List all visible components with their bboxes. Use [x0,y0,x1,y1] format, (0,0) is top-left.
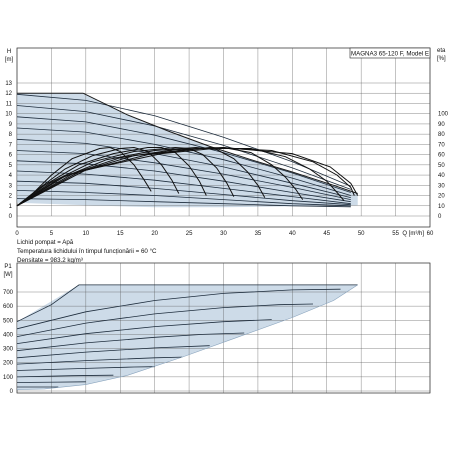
power-curve [16,356,183,365]
y-tick-label: 100 [3,375,14,381]
y2-axis-label: eta [437,48,446,54]
power-curve [16,288,341,330]
x-tick-label: 35 [255,231,262,237]
y2-tick-label: 80 [438,132,445,138]
y2-tick-label: 100 [438,112,449,118]
y-tick-label: 7 [9,142,13,148]
y2-tick-label: 10 [438,204,445,210]
power-axis-unit: [W] [4,272,13,278]
power-curve [16,319,272,344]
power-curve [16,366,155,371]
max-curve [17,92,358,194]
power-curve [16,374,114,378]
y2-tick-label: 0 [438,214,442,220]
head-chart-panel: 0 5 10 15 20 25 30 35 40 45 50 55 600123456789101112… [5,47,449,264]
efficiency-curve [16,146,304,207]
y-tick-label: 0 [10,389,14,395]
x-tick-label: 5 [50,231,54,237]
y2-tick-label: 50 [438,163,445,169]
y2-tick-label: 40 [438,173,445,179]
pump-curve [16,127,351,196]
pump-curve [16,105,351,190]
y-tick-label: 13 [5,81,12,87]
y-tick-label: 4 [9,173,13,179]
x-axis-label: Q [m³/h] [402,231,424,237]
y-tick-label: 8 [9,132,13,138]
y-tick-label: 10 [5,112,12,118]
y-tick-label: 200 [3,361,14,367]
y2-tick-label: 30 [438,183,445,189]
pump-curve [16,150,351,200]
x-tick-label: 45 [323,231,330,237]
y-tick-label: 6 [9,153,13,159]
efficiency-curve [16,146,235,207]
y2-tick-label: 90 [438,122,445,128]
power-chart-panel: 0 100 200 300 400 500 600 700 P1 [W] [3,262,431,395]
y-tick-label: 300 [3,347,14,353]
x-tick-label: 15 [117,231,124,237]
y-tick-label: 0 [9,214,13,220]
efficiency-curve [16,146,152,207]
y-tick-label: 700 [3,290,14,296]
y-tick-label: 12 [5,91,12,97]
y-tick-label: 5 [9,163,13,169]
y2-tick-label: 60 [438,153,445,159]
x-tick-label: 25 [186,231,193,237]
power-operating-area [17,284,358,391]
y-tick-label: 400 [3,332,14,338]
pump-curve [16,190,351,207]
power-axis-label: P1 [4,264,12,270]
pump-curve [16,138,351,198]
fluid-note: Densitate = 983.2 kg/m³ [17,257,83,264]
y-tick-label: 9 [9,122,13,128]
y-tick-label: 600 [3,304,14,310]
y-tick-label: 11 [6,101,13,107]
x-tick-label: 50 [358,231,365,237]
efficiency-curve [16,148,345,207]
chart-title: MAGNA3 65-120 F, Model E [351,51,429,58]
pump-curve [16,93,351,187]
power-curve [16,303,314,337]
fluid-note: Temperatura lichidului în timpul funcțio… [17,248,157,255]
pump-curve [16,198,351,208]
x-tick-label: 10 [82,231,89,237]
y-axis-label: H [7,49,11,55]
title-box [349,47,431,59]
x-tick-label: 0 [15,231,19,237]
x-tick-label: 20 [151,231,158,237]
power-curve [16,345,210,359]
y-tick-label: 3 [9,183,13,189]
pump-curve [16,160,351,203]
pump-curve [16,116,351,193]
pump-curve [16,180,351,206]
y2-tick-label: 20 [438,194,445,200]
y-tick-label: 1 [9,204,13,210]
y-tick-label: 500 [3,318,14,324]
y-tick-label: 2 [9,194,13,200]
x-tick-label: 30 [220,231,227,237]
efficiency-curve [16,146,180,207]
y2-axis-unit: [%] [437,56,446,62]
efficiency-curve [16,147,207,207]
power-curve [16,332,245,352]
x-tick-label: 60 [427,231,434,237]
y2-tick-label: 70 [438,142,445,148]
efficiency-curve [16,146,359,207]
power-curve [16,284,358,323]
power-curve [16,381,86,383]
y-axis-unit: [m] [5,57,14,63]
fluid-note: Lichid pompat = Apă [17,239,74,246]
power-boundary [16,284,358,390]
x-tick-label: 40 [289,231,296,237]
x-tick-label: 55 [392,231,399,237]
